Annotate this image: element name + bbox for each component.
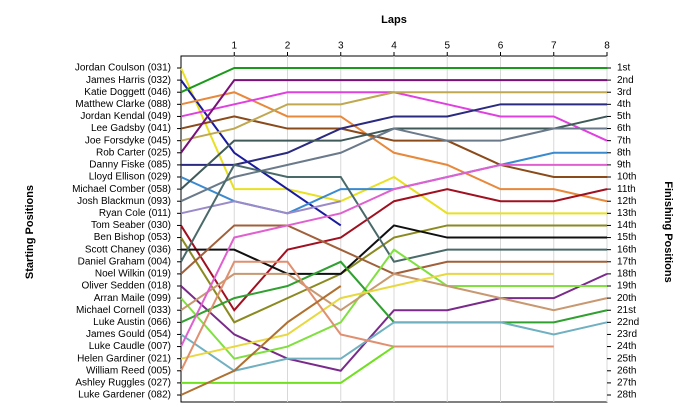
finishing-label: 28th: [617, 390, 636, 401]
starting-label: James Harris (032): [86, 75, 171, 86]
position-line: [181, 224, 607, 275]
position-line: [180, 91, 607, 142]
position-line: [180, 67, 607, 215]
starting-label: Ben Bishop (053): [94, 232, 171, 243]
finishing-label: 6th: [617, 123, 631, 134]
starting-label: Jordan Kendal (049): [80, 111, 171, 122]
finishing-label: 18th: [617, 269, 636, 280]
position-line: [181, 345, 395, 384]
x-tick-label: 7: [551, 41, 557, 52]
starting-label: Lee Gadsby (041): [91, 123, 171, 134]
finishing-label: 23rd: [617, 329, 637, 340]
finishing-label: 10th: [617, 172, 636, 183]
x-tick-label: 8: [604, 41, 610, 52]
finishing-label: 2nd: [617, 75, 634, 86]
y2-axis-label: Finishing Positions: [662, 181, 674, 282]
starting-label: Lloyd Ellison (029): [89, 172, 171, 183]
starting-label: Jordan Coulson (031): [75, 63, 171, 74]
finishing-label: 1st: [617, 63, 631, 74]
starting-label: Noel Wilkin (019): [95, 269, 171, 280]
finishing-label: 13th: [617, 208, 636, 219]
starting-label: Danny Fiske (085): [89, 160, 171, 171]
starting-label: Scott Chaney (036): [85, 244, 171, 255]
finishing-label: 22nd: [617, 317, 639, 328]
x-tick-label: 1: [231, 41, 237, 52]
starting-label: James Gould (054): [86, 329, 171, 340]
starting-label: Joe Forsdyke (045): [85, 135, 171, 146]
starting-label: Michael Cornell (033): [76, 305, 171, 316]
position-line: [180, 163, 607, 263]
finishing-label: 3rd: [617, 87, 631, 98]
position-line: [180, 321, 608, 372]
position-line: [180, 272, 554, 360]
starting-label: Matthew Clarke (088): [75, 99, 171, 110]
position-line: [180, 285, 342, 396]
starting-label: William Reed (005): [86, 365, 171, 376]
finishing-label: 20th: [617, 293, 636, 304]
starting-label: Ashley Ruggles (027): [75, 378, 171, 389]
starting-label: Michael Comber (058): [72, 184, 171, 195]
finishing-label: 16th: [617, 244, 636, 255]
position-line: [180, 79, 607, 154]
finishing-label: 11th: [617, 184, 636, 195]
x-axis-label: Laps: [381, 14, 407, 26]
starting-label: Katie Doggett (046): [84, 87, 171, 98]
position-line: [180, 163, 607, 347]
x-tick-label: 6: [498, 41, 504, 52]
finishing-label: 5th: [617, 111, 631, 122]
starting-label: Oliver Sedden (018): [82, 281, 172, 292]
x-tick-label: 4: [391, 41, 397, 52]
finishing-label: 8th: [617, 147, 631, 158]
finishing-label: 25th: [617, 353, 636, 364]
starting-label: Daniel Graham (004): [78, 256, 171, 267]
finishing-label: 26th: [617, 365, 636, 376]
position-line: [180, 188, 608, 312]
starting-label: Arran Maile (099): [94, 293, 171, 304]
finishing-label: 17th: [617, 256, 636, 267]
finishing-label: 24th: [617, 341, 636, 352]
y-axis-label: Starting Positions: [24, 185, 36, 279]
position-line: [180, 127, 607, 203]
finishing-label: 19th: [617, 281, 636, 292]
starting-label: Luke Austin (066): [93, 317, 171, 328]
starting-label: Josh Blackmun (093): [77, 196, 171, 207]
position-line: [180, 272, 608, 312]
position-line: [180, 200, 341, 215]
finishing-label: 12th: [617, 196, 636, 207]
finishing-label: 9th: [617, 160, 631, 171]
starting-label: Rob Carter (025): [96, 147, 171, 158]
starting-label: Luke Gardener (082): [78, 390, 171, 401]
starting-label: Ryan Cole (011): [99, 208, 171, 219]
finishing-label: 15th: [617, 232, 636, 243]
x-tick-label: 3: [338, 41, 344, 52]
finishing-label: 27th: [617, 378, 636, 389]
starting-label: Luke Caudle (007): [89, 341, 171, 352]
x-tick-label: 5: [444, 41, 450, 52]
finishing-label: 7th: [617, 135, 631, 146]
starting-label: Helen Gardiner (021): [77, 353, 171, 364]
position-line: [180, 224, 607, 324]
starting-label: Tom Seaber (030): [91, 220, 171, 231]
finishing-label: 21st: [617, 305, 636, 316]
position-line: [180, 260, 554, 372]
finishing-label: 14th: [617, 220, 636, 231]
finishing-label: 4th: [617, 99, 631, 110]
x-tick-label: 2: [285, 41, 291, 52]
position-line: [180, 67, 607, 94]
position-line: [181, 103, 607, 166]
